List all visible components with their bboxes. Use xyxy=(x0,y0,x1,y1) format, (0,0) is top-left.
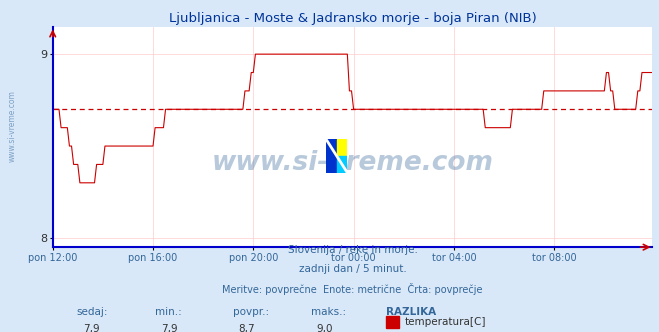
Text: Meritve: povprečne  Enote: metrične  Črta: povprečje: Meritve: povprečne Enote: metrične Črta:… xyxy=(222,283,483,295)
Text: 7,9: 7,9 xyxy=(161,323,177,332)
Text: Slovenija / reke in morje.: Slovenija / reke in morje. xyxy=(287,245,418,255)
Text: www.si-vreme.com: www.si-vreme.com xyxy=(8,90,17,162)
Bar xyxy=(337,139,347,156)
Bar xyxy=(337,156,347,173)
Bar xyxy=(326,139,337,173)
Text: min.:: min.: xyxy=(155,306,181,316)
Text: zadnji dan / 5 minut.: zadnji dan / 5 minut. xyxy=(299,264,407,274)
Text: www.si-vreme.com: www.si-vreme.com xyxy=(212,150,494,176)
Text: RAZLIKA: RAZLIKA xyxy=(386,306,436,316)
Text: povpr.:: povpr.: xyxy=(233,306,269,316)
Text: maks.:: maks.: xyxy=(310,306,346,316)
Text: temperatura[C]: temperatura[C] xyxy=(405,317,486,327)
Text: 8,7: 8,7 xyxy=(239,323,255,332)
Text: 7,9: 7,9 xyxy=(83,323,100,332)
Text: sedaj:: sedaj: xyxy=(76,306,108,316)
Text: 9,0: 9,0 xyxy=(316,323,333,332)
Bar xyxy=(386,316,399,328)
Text: Ljubljanica - Moste & Jadransko morje - boja Piran (NIB): Ljubljanica - Moste & Jadransko morje - … xyxy=(169,12,536,25)
